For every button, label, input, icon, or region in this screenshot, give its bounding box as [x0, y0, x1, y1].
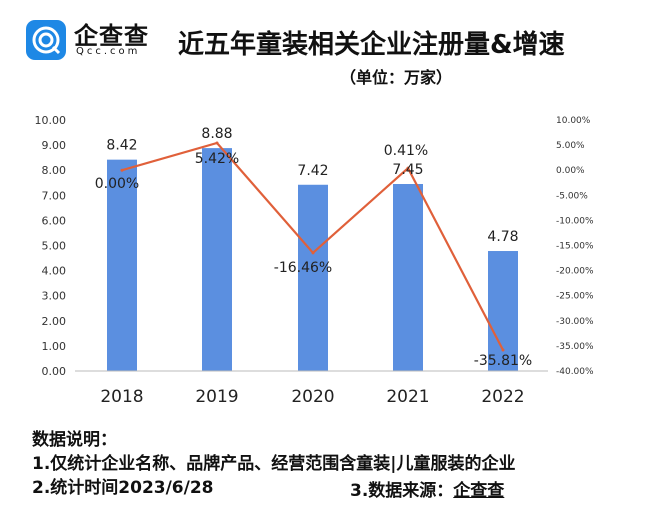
- source-prefix: 3.数据来源：: [350, 481, 454, 501]
- bar-data-label: 8.42: [106, 138, 137, 154]
- source-name: 企查查: [453, 481, 505, 501]
- bar-data-label: 8.88: [201, 126, 232, 142]
- x-tick-label: 2021: [386, 387, 429, 407]
- left-tick-label: 5.00: [42, 240, 67, 253]
- right-tick-label: -25.00%: [556, 292, 594, 302]
- left-tick-label: 8.00: [42, 164, 67, 177]
- left-tick-label: 3.00: [42, 290, 67, 303]
- growth-data-label: 0.41%: [384, 143, 428, 159]
- growth-data-label: 5.42%: [195, 151, 239, 167]
- bar-data-label: 7.42: [297, 163, 328, 179]
- left-tick-label: 1.00: [42, 340, 67, 353]
- right-tick-label: -20.00%: [556, 267, 594, 277]
- growth-point: [120, 168, 124, 172]
- right-tick-label: -40.00%: [556, 367, 594, 377]
- bar-data-label: 4.78: [487, 229, 518, 245]
- left-tick-label: 2.00: [42, 315, 67, 328]
- growth-point: [311, 251, 315, 255]
- bar: [202, 148, 232, 371]
- right-tick-label: 0.00%: [556, 166, 585, 176]
- x-tick-label: 2022: [481, 387, 524, 407]
- notes: 数据说明： 1.仅统计企业名称、品牌产品、经营范围含童装|儿童服装的企业 2.统…: [32, 428, 516, 500]
- right-tick-label: -10.00%: [556, 216, 594, 226]
- growth-point: [215, 141, 219, 145]
- chart-svg: 0.00 1.00 2.00 3.00 4.00 5.00 6.00 7.00 8.00 9.00…: [35, 114, 595, 407]
- right-tick-label: 10.00%: [556, 116, 591, 126]
- right-tick-label: -5.00%: [556, 191, 588, 201]
- right-tick-label: -30.00%: [556, 317, 594, 327]
- growth-data-label: 0.00%: [95, 176, 139, 192]
- logo-sub: Qcc.com: [76, 46, 141, 57]
- growth-point: [501, 348, 505, 352]
- bar: [298, 184, 328, 371]
- notes-heading: 数据说明：: [32, 430, 117, 450]
- right-tick-label: -35.00%: [556, 342, 594, 352]
- growth-point: [406, 166, 410, 170]
- growth-data-label: -35.81%: [474, 353, 532, 369]
- notes-line3: 3.数据来源：企查查: [350, 476, 504, 501]
- left-tick-label: 0.00: [42, 365, 67, 378]
- left-tick-label: 10.00: [35, 114, 67, 127]
- right-tick-label: 5.00%: [556, 141, 585, 151]
- unit-label: （单位：万家）: [340, 68, 453, 87]
- notes-line1: 1.仅统计企业名称、品牌产品、经营范围含童装|儿童服装的企业: [32, 454, 516, 474]
- x-tick-label: 2018: [100, 387, 143, 407]
- left-tick-label: 9.00: [42, 139, 67, 152]
- bar: [107, 159, 137, 371]
- left-tick-label: 7.00: [42, 189, 67, 202]
- right-tick-label: -15.00%: [556, 242, 594, 252]
- logo-name: 企查查: [74, 22, 149, 50]
- chart-title: 近五年童装相关企业注册量&增速: [178, 30, 565, 60]
- growth-data-label: -16.46%: [274, 260, 332, 276]
- bar: [393, 184, 423, 371]
- x-tick-label: 2019: [195, 387, 238, 407]
- bar-data-label: 7.45: [392, 162, 423, 178]
- left-tick-label: 4.00: [42, 265, 67, 278]
- qcc-logo-icon: [26, 20, 66, 60]
- left-tick-label: 6.00: [42, 214, 67, 227]
- notes-line2: 2.统计时间2023/6/28: [32, 478, 214, 498]
- x-tick-label: 2020: [291, 387, 334, 407]
